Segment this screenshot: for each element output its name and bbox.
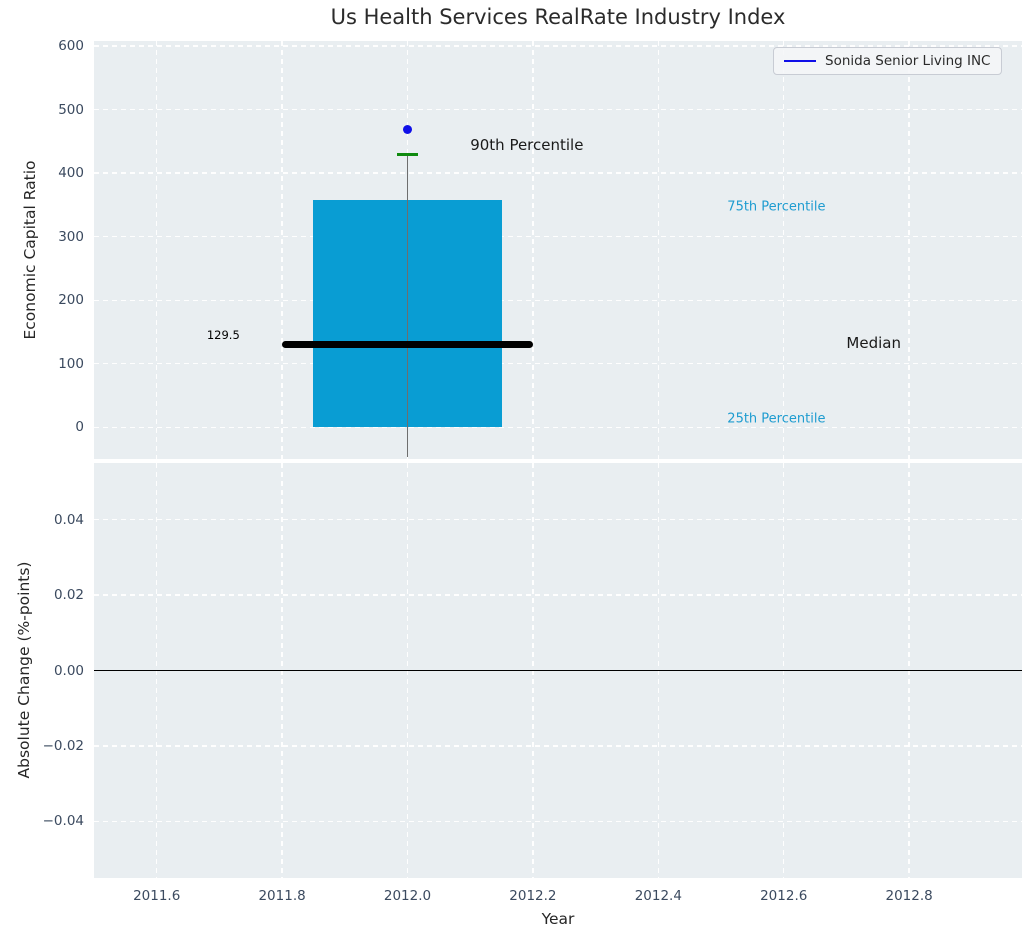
y-tick-label: 200 bbox=[58, 292, 84, 309]
y-tick-label: 0 bbox=[75, 419, 84, 436]
y-gridline bbox=[94, 426, 1022, 428]
x-tick-label: 2012.8 bbox=[885, 888, 933, 904]
y-tick-label: 0.00 bbox=[53, 662, 84, 679]
y-tick-label: 500 bbox=[58, 101, 84, 118]
x-tick-label: 2011.6 bbox=[133, 888, 181, 904]
x-tick-label: 2012.4 bbox=[634, 888, 682, 904]
median-line bbox=[282, 341, 533, 349]
legend-line-sample bbox=[784, 59, 816, 63]
x-tick-label: 2012.6 bbox=[760, 888, 808, 904]
y-gridline bbox=[94, 745, 1022, 747]
x-tick-label: 2012.2 bbox=[509, 888, 557, 904]
y-gridline bbox=[94, 594, 1022, 596]
chart-title: Us Health Services RealRate Industry Ind… bbox=[330, 5, 786, 29]
y-gridline bbox=[94, 236, 1022, 238]
x-gridline bbox=[657, 41, 659, 459]
annotation-90th-percentile: 90th Percentile bbox=[470, 135, 584, 154]
y-tick-label: −0.02 bbox=[42, 737, 84, 754]
annotation-median: Median bbox=[846, 334, 901, 353]
x-gridline bbox=[281, 41, 283, 459]
annotation-129.5: 129.5 bbox=[206, 328, 240, 343]
y-gridline bbox=[94, 820, 1022, 823]
y-gridline bbox=[94, 299, 1022, 301]
y-gridline bbox=[94, 108, 1022, 111]
bottom-axes: 0.04 0.02 0.00 −0.02 −0.04 2011.6 2011.8 2012.0… bbox=[43, 463, 1022, 904]
zero-reference-line bbox=[94, 669, 1022, 672]
y-gridline bbox=[94, 45, 1022, 47]
legend-label: Sonida Senior Living INC bbox=[825, 53, 991, 69]
x-gridline bbox=[783, 41, 785, 459]
y-tick-label: −0.04 bbox=[42, 813, 84, 830]
whisker-line bbox=[406, 154, 409, 458]
annotation-75th-percentile: 75th Percentile bbox=[727, 199, 826, 215]
y-gridline bbox=[94, 518, 1022, 521]
top-axes: 600 500 400 300 200 100 0 129.5 90th Percentile 7… bbox=[58, 38, 1022, 459]
bottom-y-axis-label: Absolute Change (%-points) bbox=[15, 561, 33, 779]
x-axis-label: Year bbox=[541, 910, 575, 928]
x-gridline bbox=[908, 41, 910, 459]
y-gridline bbox=[94, 363, 1022, 365]
y-gridline bbox=[94, 172, 1022, 174]
x-gridline bbox=[156, 41, 158, 459]
x-tick-label: 2011.8 bbox=[258, 888, 306, 904]
y-tick-label: 0.04 bbox=[53, 511, 84, 528]
y-tick-label: 0.02 bbox=[53, 587, 84, 604]
x-gridline bbox=[532, 41, 534, 459]
y-tick-label: 600 bbox=[58, 38, 84, 55]
y-tick-label: 300 bbox=[58, 228, 84, 245]
x-tick-label: 2012.0 bbox=[383, 888, 432, 904]
annotation-25th-percentile: 25th Percentile bbox=[727, 411, 826, 427]
y-tick-label: 100 bbox=[58, 355, 84, 372]
company-data-point bbox=[403, 124, 412, 134]
legend: Sonida Senior Living INC bbox=[773, 47, 1002, 75]
p90-marker bbox=[396, 152, 419, 156]
y-tick-label: 400 bbox=[58, 165, 84, 182]
top-y-axis-label: Economic Capital Ratio bbox=[21, 160, 39, 340]
